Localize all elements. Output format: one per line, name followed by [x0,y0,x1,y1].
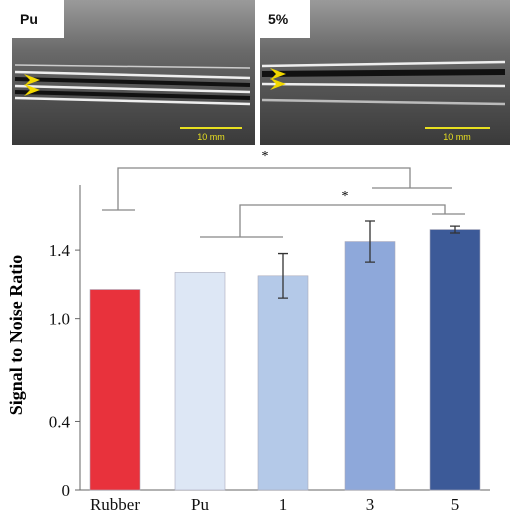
significance-star: * [342,189,349,204]
y-axis-label: Signal to Noise Ratio [6,255,26,416]
y-tick-label: 0 [62,481,71,500]
error-bar [365,220,375,263]
bar [429,229,481,491]
error-bar [450,225,460,234]
y-tick-label: 0.4 [49,412,71,431]
scale-label: 10 mm [443,132,471,142]
bar [89,289,141,491]
bar [257,275,309,491]
scale-label: 10 mm [197,132,225,142]
x-tick-label: 3 [366,495,375,514]
image-label: 5% [268,11,289,27]
ultrasound-right: 5% 10 mm [260,0,510,145]
image-label: Pu [20,11,38,27]
error-bar [278,252,288,299]
y-tick-label: 1.0 [49,310,70,329]
y-tick-label: 1.4 [49,241,71,260]
x-tick-label: Rubber [90,495,140,514]
bar [344,241,396,491]
x-tick-label: Pu [191,495,209,514]
bar [174,272,226,491]
significance-brackets [102,167,465,238]
ultrasound-left: Pu 10 mm [12,0,255,145]
x-tick-label: 1 [279,495,288,514]
x-tick-label: 5 [451,495,460,514]
significance-star: * [262,149,269,164]
